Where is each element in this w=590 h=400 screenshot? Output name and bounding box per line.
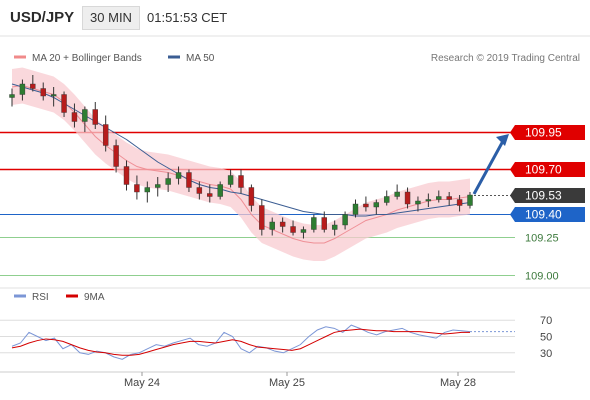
candle-body [384, 196, 390, 203]
candle-body [446, 196, 452, 200]
level-label: 109.40 [525, 208, 562, 222]
rsi-tick-label: 70 [540, 315, 552, 327]
projection-arrow [472, 134, 509, 195]
candle-body [92, 109, 98, 125]
candle-body [404, 191, 411, 205]
candle-body [373, 202, 380, 208]
candle-body [342, 214, 348, 226]
candle-body [175, 172, 182, 179]
timeframe-selector[interactable]: 30 MIN [82, 6, 140, 30]
x-tick-label: May 25 [269, 377, 305, 389]
level-label: 109.00 [525, 271, 559, 283]
level-tag-109-70 [515, 162, 585, 177]
candle-body [61, 94, 67, 113]
level-tag-109-40 [515, 207, 585, 222]
level-label: 109.25 [525, 233, 559, 245]
chart-header: USD/JPY 30 MIN 01:51:53 CET [0, 0, 590, 36]
candle-body [30, 83, 36, 89]
candle-body [352, 203, 359, 215]
rsi-tick-label: 30 [540, 348, 552, 360]
symbol-title: USD/JPY [10, 9, 75, 26]
candle-body [9, 94, 15, 98]
x-tick-label: May 28 [440, 377, 476, 389]
level-tag-pointer [510, 125, 515, 140]
candle-body [113, 145, 119, 167]
candle-body [238, 175, 244, 188]
rsi-tick-label: 50 [540, 332, 552, 344]
candle-body [436, 196, 442, 200]
x-axis: May 24 May 25 May 28 [0, 371, 515, 389]
bollinger-bands [11, 67, 471, 261]
candle-body [123, 166, 130, 185]
candle-body [300, 229, 307, 233]
level-label: 109.70 [525, 163, 562, 177]
level-tag-pointer [510, 188, 515, 203]
projection-arrow-head [496, 134, 509, 146]
ma20-line [11, 84, 471, 244]
level-labels: 109.95 109.70 109.53 109.40 109.25 109.00 [510, 125, 585, 283]
level-tag-109-53 [515, 188, 585, 203]
rsi-legend: RSI 9MA [14, 292, 105, 303]
projection-arrow-shaft [472, 140, 505, 195]
candle-body [279, 221, 286, 227]
candle-body [71, 112, 78, 122]
candle-body [415, 200, 421, 205]
candle-body [134, 184, 140, 193]
level-label: 109.95 [525, 126, 562, 140]
candle-body [456, 199, 463, 206]
candle-body [269, 221, 275, 230]
ma9-line [11, 328, 470, 356]
candle-body [331, 224, 338, 230]
candle-body [155, 184, 161, 188]
candle-body [259, 205, 265, 230]
candle-body [248, 187, 255, 206]
rsi-line [11, 324, 471, 360]
candle-body [102, 124, 109, 146]
candle-body [394, 191, 400, 197]
timestamp: 01:51:53 CET [147, 10, 228, 25]
main-legend: MA 20 + Bollinger Bands MA 50 Research ©… [14, 53, 580, 64]
credit-text: Research © 2019 Trading Central [431, 53, 580, 64]
candle-body [467, 194, 473, 206]
rsi-panel: 70 50 30 [0, 315, 552, 360]
candle-body [186, 172, 192, 188]
rsi-legend-label: RSI [32, 292, 49, 303]
ma9-legend-label: 9MA [84, 292, 105, 303]
candle-body [19, 83, 26, 95]
ma50-legend-label: MA 50 [186, 53, 215, 64]
candle-body [165, 178, 171, 185]
candle-body [425, 199, 432, 202]
candle-body [311, 217, 317, 230]
candles [9, 75, 473, 239]
candle-body [207, 193, 213, 197]
candle-body [50, 94, 57, 97]
candle-body [321, 217, 327, 230]
level-tag-pointer [510, 207, 515, 222]
candle-body [82, 109, 88, 122]
candle-body [144, 187, 151, 193]
candle-body [196, 187, 203, 194]
candle-body [217, 184, 223, 197]
candle-body [40, 88, 46, 97]
level-label: 109.53 [525, 189, 562, 203]
x-tick-label: May 24 [124, 377, 160, 389]
level-tag-109-95 [515, 125, 585, 140]
candle-body [227, 175, 234, 185]
level-tag-pointer [510, 162, 515, 177]
candle-body [363, 203, 369, 208]
ma20-legend-label: MA 20 + Bollinger Bands [32, 53, 142, 64]
candle-body [290, 226, 296, 233]
bollinger-band-area [12, 67, 470, 261]
